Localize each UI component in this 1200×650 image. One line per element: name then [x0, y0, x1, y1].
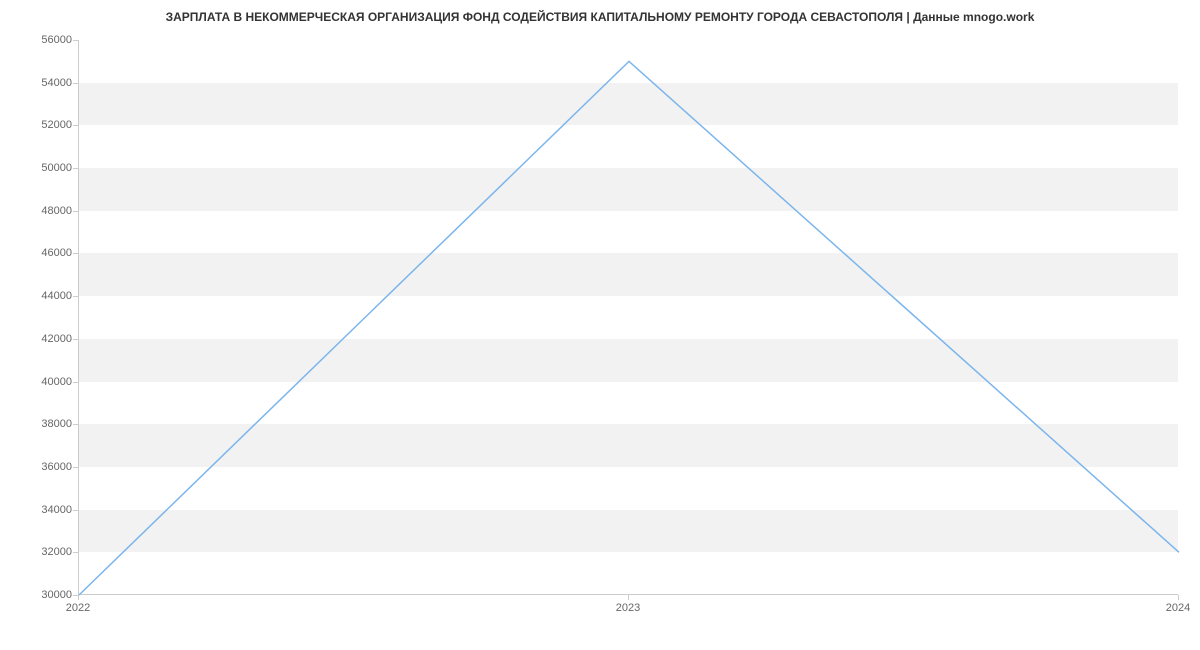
y-tick-label: 44000: [22, 290, 72, 302]
y-tick-label: 50000: [22, 162, 72, 174]
y-tick-mark: [73, 211, 78, 212]
chart-title: ЗАРПЛАТА В НЕКОММЕРЧЕСКАЯ ОРГАНИЗАЦИЯ ФО…: [0, 10, 1200, 24]
y-tick-mark: [73, 382, 78, 383]
y-tick-mark: [73, 510, 78, 511]
x-tick-label: 2022: [66, 602, 90, 614]
y-tick-label: 36000: [22, 461, 72, 473]
y-tick-label: 48000: [22, 205, 72, 217]
y-tick-mark: [73, 467, 78, 468]
x-tick-mark: [628, 595, 629, 600]
x-tick-mark: [1178, 595, 1179, 600]
plot-area: [78, 40, 1178, 595]
y-tick-mark: [73, 168, 78, 169]
y-tick-label: 56000: [22, 34, 72, 46]
y-tick-label: 38000: [22, 418, 72, 430]
y-tick-label: 46000: [22, 247, 72, 259]
x-tick-label: 2024: [1166, 602, 1190, 614]
y-tick-label: 54000: [22, 77, 72, 89]
y-tick-mark: [73, 424, 78, 425]
y-tick-label: 42000: [22, 333, 72, 345]
y-tick-label: 52000: [22, 119, 72, 131]
y-tick-mark: [73, 40, 78, 41]
x-tick-mark: [78, 595, 79, 600]
y-tick-mark: [73, 339, 78, 340]
y-tick-label: 30000: [22, 589, 72, 601]
x-tick-label: 2023: [616, 602, 640, 614]
y-tick-mark: [73, 296, 78, 297]
line-series: [79, 40, 1178, 594]
y-tick-label: 32000: [22, 546, 72, 558]
chart-container: ЗАРПЛАТА В НЕКОММЕРЧЕСКАЯ ОРГАНИЗАЦИЯ ФО…: [0, 0, 1200, 650]
y-tick-mark: [73, 552, 78, 553]
y-tick-label: 40000: [22, 376, 72, 388]
y-tick-mark: [73, 253, 78, 254]
y-tick-label: 34000: [22, 504, 72, 516]
y-tick-mark: [73, 125, 78, 126]
y-tick-mark: [73, 83, 78, 84]
